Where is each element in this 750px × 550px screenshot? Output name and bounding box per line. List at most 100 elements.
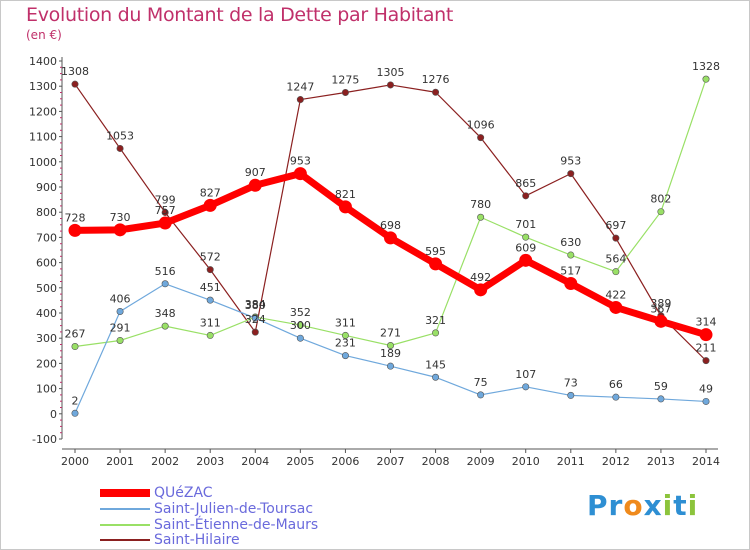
data-point	[71, 80, 79, 88]
legend-label: QUéZAC	[154, 485, 213, 501]
data-label: 406	[110, 292, 131, 305]
x-tick-label: 2001	[106, 455, 134, 468]
data-label: 730	[110, 211, 131, 224]
y-tick-label: 1400	[29, 55, 57, 68]
data-label: 865	[515, 177, 536, 190]
x-tick-label: 2009	[467, 455, 495, 468]
data-label: 827	[200, 186, 221, 199]
data-label: 107	[515, 368, 536, 381]
data-point	[522, 192, 530, 200]
data-label: 1096	[467, 119, 495, 132]
data-label: 1308	[61, 65, 89, 78]
data-label: 492	[470, 271, 491, 284]
data-label: 311	[200, 316, 221, 329]
data-point	[113, 223, 127, 237]
data-point	[432, 373, 440, 381]
data-point	[702, 357, 710, 365]
data-point	[161, 322, 169, 330]
x-tick-label: 2013	[647, 455, 675, 468]
data-label: 211	[696, 342, 717, 355]
chart-title: Evolution du Montant de la Dette par Hab…	[26, 4, 454, 26]
data-point	[654, 314, 668, 328]
data-point	[293, 167, 307, 181]
data-point	[609, 300, 623, 314]
x-tick-label: 2000	[61, 455, 89, 468]
legend-swatch	[100, 524, 150, 526]
data-point	[341, 331, 349, 339]
data-point	[429, 257, 443, 271]
y-tick-label: 1300	[29, 80, 57, 93]
data-label: 572	[200, 251, 221, 264]
x-tick-label: 2004	[241, 455, 269, 468]
data-point	[477, 391, 485, 399]
logo-letter: o	[623, 489, 644, 522]
data-label: 799	[155, 193, 176, 206]
data-label: 1053	[106, 129, 134, 142]
x-tick-label: 2010	[512, 455, 540, 468]
data-label: 231	[335, 337, 356, 350]
data-label: 516	[155, 265, 176, 278]
legend-item: Saint-Étienne-de-Maurs	[100, 518, 318, 532]
data-point	[522, 383, 530, 391]
data-label: 953	[290, 155, 311, 168]
data-point	[71, 409, 79, 417]
data-label: 697	[605, 219, 626, 232]
x-tick-label: 2008	[422, 455, 450, 468]
data-label: 59	[654, 380, 668, 393]
data-point	[341, 352, 349, 360]
data-point	[522, 233, 530, 241]
data-label: 1328	[692, 60, 720, 73]
data-label: 1247	[286, 81, 314, 94]
data-label: 609	[515, 241, 536, 254]
data-point	[296, 321, 304, 329]
data-label: 517	[560, 265, 581, 278]
data-label: 389	[650, 297, 671, 310]
data-label: 324	[245, 313, 266, 326]
data-point	[567, 251, 575, 259]
data-point	[567, 391, 575, 399]
data-label: 311	[335, 316, 356, 329]
x-tick-label: 2005	[286, 455, 314, 468]
data-label: 384	[245, 298, 266, 311]
y-tick-label: 1100	[29, 131, 57, 144]
legend-label: Saint-Étienne-de-Maurs	[154, 517, 319, 533]
data-label: 728	[65, 211, 86, 224]
data-point	[519, 253, 533, 267]
chart-unit-label: (en €)	[26, 28, 62, 42]
data-point	[474, 283, 488, 297]
x-tick-label: 2006	[331, 455, 359, 468]
data-point	[386, 342, 394, 350]
data-point	[477, 213, 485, 221]
data-label: 189	[380, 347, 401, 360]
y-tick-label: 300	[36, 332, 57, 345]
data-label: 1305	[377, 66, 405, 79]
data-label: 907	[245, 166, 266, 179]
data-point	[612, 268, 620, 276]
data-point	[206, 331, 214, 339]
data-point	[612, 393, 620, 401]
data-point	[702, 397, 710, 405]
data-point	[699, 328, 713, 342]
data-label: 630	[560, 236, 581, 249]
x-tick-label: 2002	[151, 455, 179, 468]
data-label: 352	[290, 306, 311, 319]
data-label: 145	[425, 358, 446, 371]
y-tick-label: 1200	[29, 105, 57, 118]
data-label: 314	[696, 316, 717, 329]
y-tick-label: 100	[36, 383, 57, 396]
y-tick-label: 500	[36, 282, 57, 295]
logo-letter: i	[662, 489, 674, 522]
x-tick-label: 2003	[196, 455, 224, 468]
proxiti-logo[interactable]: Proxiti	[587, 489, 698, 522]
data-label: 595	[425, 245, 446, 258]
data-point	[116, 336, 124, 344]
data-label: 66	[609, 378, 623, 391]
data-point	[251, 328, 259, 336]
logo-letter: x	[643, 489, 663, 522]
data-point	[206, 266, 214, 274]
data-label: 2	[72, 394, 79, 407]
data-label: 49	[699, 382, 713, 395]
data-point	[386, 362, 394, 370]
x-tick-label: 2014	[692, 455, 720, 468]
